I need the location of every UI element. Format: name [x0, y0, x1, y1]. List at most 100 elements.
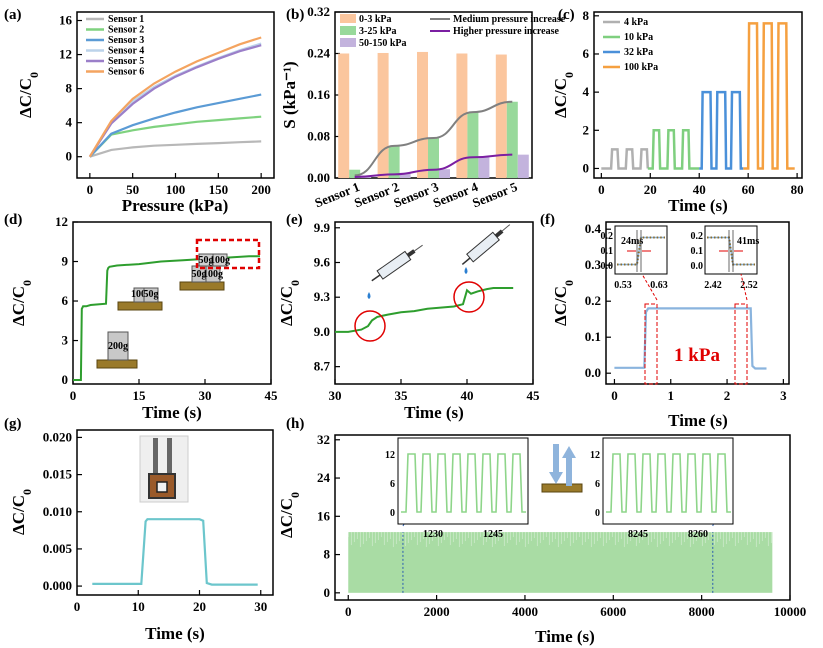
panel-c-x-tick-label: 40 [693, 182, 706, 197]
panel-f-inset-x-tick-label: 2.42 [704, 280, 722, 291]
panel-e-x-tick-label: 40 [461, 388, 474, 403]
panel-b-bar [377, 52, 389, 179]
panel-f-inset-x-tick-label: 0.53 [614, 280, 632, 291]
panel-h-inset-x-tick-label: 1245 [483, 529, 503, 540]
panel-b-legend-swatch [340, 38, 356, 47]
panel-h-inset-y-tick-label: 12 [385, 450, 395, 461]
panel-e-y-tick-label: 9.3 [314, 289, 331, 304]
weight-label-1: 100g [131, 289, 151, 300]
panel-h-x-tick-label: 10000 [774, 604, 807, 619]
panel-e-x-tick-label: 45 [527, 388, 541, 403]
panel-h-x-tick-label: 0 [345, 604, 352, 619]
panel-a-y-tick-label: 8 [66, 81, 73, 96]
panel-b-legend-line-label: Higher pressure increase [453, 26, 559, 37]
fall-region-box [734, 303, 748, 385]
weight-stack-3: 200g [96, 331, 138, 369]
panel-h-inset-y-tick-label: 0 [595, 508, 600, 519]
panel-label-d: (d) [4, 212, 22, 228]
panel-a-legend-label: Sensor 4 [108, 46, 144, 57]
panel-e-frame [334, 221, 534, 385]
panel-label-h: (h) [286, 416, 304, 432]
panel-h-y-tick-label: 24 [317, 470, 331, 485]
panel-a-x-axis-label: Pressure (kPa) [122, 196, 229, 215]
panel-f-x-tick-label: 2 [724, 388, 731, 403]
panel-a-legend-label: Sensor 6 [108, 67, 144, 78]
panel-label-a: (a) [4, 7, 22, 23]
panel-g-x-axis-label: Time (s) [145, 624, 205, 643]
panel-d-x-axis-label: Time (s) [142, 403, 202, 422]
panel-b-trend-line [354, 153, 513, 178]
panel-b-bar [417, 51, 428, 178]
panel-d-frame [72, 221, 272, 385]
panel-b-bar [388, 145, 400, 178]
panel-a-y-tick-label: 16 [59, 13, 73, 28]
panel-g-x-tick-label: 10 [132, 599, 145, 614]
panel-f-inset-time-label: 24ms [621, 236, 643, 247]
panel-h-x-tick-label: 6000 [600, 604, 626, 619]
panel-h-inset-x-tick-label: 8260 [688, 529, 708, 540]
panel-h-inset-line [606, 453, 731, 513]
panel-b-legend-label: 0-3 kPa [359, 14, 392, 25]
panel-b-bar [506, 101, 518, 178]
panel-b-bar [517, 154, 529, 178]
panel-h-y-tick-label: 8 [324, 547, 331, 562]
panel-h-inset-line [401, 453, 526, 513]
panel-b-y-axis-label: S (kPa⁻¹) [280, 61, 299, 128]
highlight-box [195, 238, 261, 270]
panel-f-inset-y-tick-label: 0.1 [601, 246, 614, 257]
panel-d-chart: 0 15 30 45 0 3 6 9 12 100g 50g 50g 100g 50g 100g [9, 214, 278, 422]
panel-f-x-tick-label: 3 [780, 388, 787, 403]
panel-c-legend-label: 100 kPa [624, 62, 658, 73]
panel-e-y-axis-label: ΔC/C0 [277, 280, 302, 326]
panel-a-series-line [89, 140, 262, 158]
panel-a-x-tick-label: 50 [126, 182, 139, 197]
panel-c-series-line [743, 22, 795, 170]
panel-b-bar [495, 54, 507, 178]
panel-a-series-line [88, 36, 262, 158]
highlight-circle-2 [453, 281, 485, 313]
panel-e-y-tick-label: 8.7 [314, 359, 331, 374]
panel-h-y-tick-label: 32 [317, 432, 330, 447]
panel-e-x-tick-label: 35 [395, 388, 409, 403]
panel-e-y-tick-label: 9.9 [314, 220, 331, 235]
panel-d-x-tick-label: 30 [199, 388, 212, 403]
panel-f-inset-x-tick-label: 0.63 [650, 280, 668, 291]
weight-stack-1: 100g 50g [117, 287, 163, 311]
panel-g-series-line [92, 518, 258, 586]
syringe-icon-1 [371, 244, 423, 282]
panel-g-x-tick-label: 0 [74, 599, 81, 614]
panel-f-y-tick-label: 0.1 [585, 329, 601, 344]
panel-d-x-tick-label: 45 [265, 388, 279, 403]
panel-b-legend-line-label: Medium pressure increase [453, 14, 566, 25]
panel-f-x-axis-label: Time (s) [668, 411, 728, 430]
panel-h-x-tick-label: 8000 [689, 604, 715, 619]
panel-f-inset-line [617, 236, 665, 266]
panel-b-trend-line [354, 100, 513, 177]
panel-label-g: (g) [4, 416, 22, 432]
highlight-circle-1 [354, 310, 386, 342]
panel-c-y-tick-label: 4 [583, 84, 590, 99]
panel-d-y-tick-label: 0 [62, 372, 69, 387]
panel-f-inset-y-tick-label: 0.0 [691, 261, 704, 272]
panel-h-y-tick-label: 0 [324, 585, 331, 600]
panel-c-y-tick-label: 6 [583, 46, 590, 61]
weights-illustration: 100g 50g 50g 100g 50g 100g 200g [96, 238, 261, 369]
panel-a-legend-label: Sensor 3 [108, 35, 144, 46]
pressure-annotation: 1 kPa [674, 345, 720, 366]
weight-label-2: 50g [144, 289, 159, 300]
panel-label-c: (c) [558, 7, 575, 23]
panel-f-y-tick-label: 0.3 [585, 257, 602, 272]
panel-c-legend-label: 10 kPa [624, 32, 653, 43]
panel-a-x-tick-label: 100 [166, 182, 186, 197]
panel-b-legend-label: 3-25 kPa [359, 26, 397, 37]
panel-d-y-tick-label: 9 [62, 254, 69, 269]
panel-a-series-line [89, 115, 262, 158]
panel-f-x-tick-label: 0 [611, 388, 618, 403]
panel-label-f: (f) [540, 212, 555, 228]
panel-label-b: (b) [286, 7, 304, 23]
panel-h-x-tick-label: 4000 [512, 604, 538, 619]
panel-h-signal-area [348, 532, 773, 593]
weight-label-8: 200g [108, 341, 128, 352]
panel-g-y-tick-label: 0.010 [43, 504, 72, 519]
panel-a-series-line [88, 93, 262, 158]
